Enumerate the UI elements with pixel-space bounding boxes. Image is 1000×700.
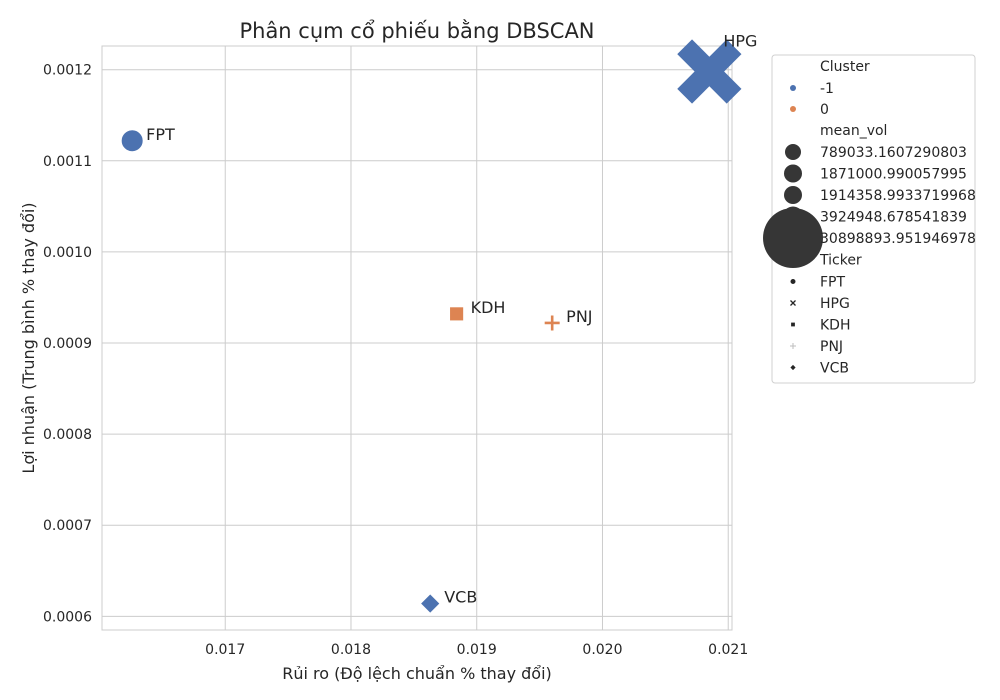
x-tick-label: 0.018 (331, 642, 371, 658)
legend-ticker-label: FPT (820, 275, 845, 291)
data-point-hpg (677, 39, 742, 104)
y-tick-label: 0.0007 (43, 518, 92, 534)
grid-lines (102, 46, 732, 630)
y-tick-label: 0.0012 (43, 63, 92, 79)
legend: Cluster -1 0 mean_vol 789033.1607290803 18710… (763, 54, 976, 384)
legend-ticker-label: KDH (820, 318, 851, 334)
legend-size-marker (763, 208, 823, 268)
x-axis-title: Rủi ro (Độ lệch chuẩn % thay đổi) (282, 664, 552, 683)
data-point-vcb (419, 593, 441, 615)
legend-ticker-label: HPG (820, 296, 850, 312)
point-label: FPT (146, 125, 175, 144)
x-tick-label: 0.019 (457, 642, 497, 658)
legend-ticker-marker (790, 321, 796, 328)
legend-ticker-marker (790, 300, 796, 306)
legend-ticker-marker (789, 278, 797, 285)
legend-title-ticker: Ticker (819, 253, 862, 269)
y-tick-label: 0.0009 (43, 336, 92, 352)
legend-size-label: 1871000.990057995 (820, 167, 967, 183)
legend-title-size: mean_vol (820, 123, 887, 139)
y-tick-label: 0.0010 (43, 245, 92, 261)
y-axis-title: Lợi nhuận (Trung bình % thay đổi) (19, 202, 38, 473)
legend-ticker-marker (788, 363, 798, 372)
legend-size-label: 3924948.678541839 (820, 210, 967, 226)
data-point-fpt (120, 129, 144, 153)
point-label: PNJ (566, 307, 592, 326)
y-tick-label: 0.0011 (43, 154, 92, 170)
legend-cluster-label: 0 (820, 102, 829, 118)
legend-ticker-marker (790, 343, 796, 349)
legend-size-label: 789033.1607290803 (820, 145, 967, 161)
legend-size-marker (785, 144, 801, 160)
tick-labels: 0.017 0.018 0.019 0.020 0.021 0.0006 0.0007 0.0… (43, 63, 748, 658)
legend-title-cluster: Cluster (820, 59, 870, 75)
data-points: FPT HPG KDH PNJ VCB (120, 32, 757, 615)
x-tick-label: 0.017 (205, 642, 245, 658)
legend-cluster-marker (790, 106, 796, 112)
legend-cluster-marker (790, 85, 796, 91)
point-label: HPG (723, 32, 757, 51)
x-tick-label: 0.020 (582, 642, 622, 658)
legend-size-label: 1914358.9933719968 (820, 188, 976, 204)
data-point-pnj (543, 314, 561, 332)
chart-title: Phân cụm cổ phiếu bằng DBSCAN (239, 19, 594, 43)
legend-size-marker (784, 186, 802, 204)
legend-size-label: 30898893.951946978 (820, 231, 976, 247)
legend-ticker-label: VCB (820, 361, 849, 377)
plot-area (101, 45, 733, 631)
y-tick-label: 0.0008 (43, 427, 92, 443)
point-label: KDH (471, 298, 506, 317)
legend-cluster-label: -1 (820, 81, 834, 97)
legend-size-marker (784, 164, 802, 183)
data-point-kdh (449, 306, 465, 322)
legend-ticker-label: PNJ (820, 339, 843, 355)
x-tick-label: 0.021 (708, 642, 748, 658)
y-tick-label: 0.0006 (43, 609, 92, 625)
point-label: VCB (444, 588, 477, 607)
